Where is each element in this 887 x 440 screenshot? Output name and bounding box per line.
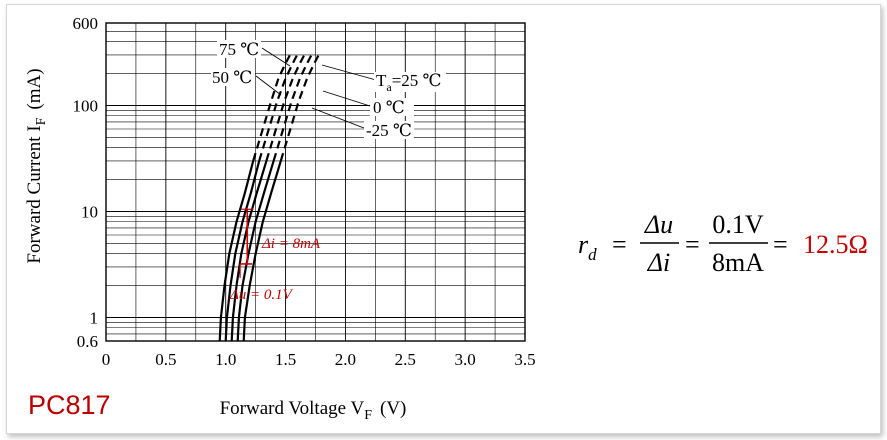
x-tick-label: 2.0	[335, 350, 356, 369]
label-bg-25c	[374, 72, 446, 92]
leader-75c	[261, 47, 291, 67]
formula: rd = Δu Δi = 0.1V 8mA = 12.5Ω	[578, 210, 868, 277]
formula-frac2-num: 0.1V	[712, 210, 764, 239]
grid	[106, 23, 525, 342]
delta-u-label: Δu = 0.1V	[229, 287, 294, 303]
formula-eq-2: =	[685, 230, 700, 259]
curve-dashed-0	[252, 51, 293, 162]
x-tick-label: 3.5	[514, 350, 535, 369]
y-axis-title: Forward Current IF(mA)	[24, 68, 49, 263]
formula-eq-1: =	[612, 230, 627, 259]
series-label-0c: 0 ℃	[373, 98, 405, 117]
series-label-m25c: -25 ℃	[366, 121, 412, 140]
y-tick-label: 10	[81, 202, 98, 221]
delta-annotations	[239, 208, 254, 278]
x-tick-label: 3.0	[455, 350, 476, 369]
formula-eq-3: =	[773, 230, 788, 259]
series-label-ta: Ta=25 ℃	[376, 71, 442, 94]
label-bg-75c	[217, 40, 261, 58]
y-tick-label: 1	[90, 308, 99, 327]
curve-dashed-3	[272, 51, 315, 162]
leader-m25c	[311, 107, 365, 129]
curve-dashed-4	[279, 51, 322, 162]
y-tick-label: 0.6	[77, 332, 98, 351]
series-label-75c: 75 ℃	[219, 40, 259, 59]
curve-dashed-2	[265, 51, 307, 162]
leader-0c	[322, 90, 371, 107]
delta-i-label: Δi = 8mA	[261, 236, 321, 252]
x-tick-label: 0	[102, 350, 111, 369]
formula-frac2-den: 8mA	[712, 248, 764, 277]
leader-50c	[255, 75, 282, 96]
y-tick-label: 600	[73, 14, 99, 33]
label-bg-m25c	[364, 121, 414, 139]
tick-labels: 0 0.5 1.0 1.5 2.0 2.5 3.0 3.5 0.6 1 10 100 600	[73, 14, 536, 369]
formula-result: 12.5Ω	[803, 230, 868, 259]
y-tick-label: 100	[73, 96, 99, 115]
curves	[218, 51, 322, 342]
formula-frac1-den: Δi	[647, 248, 670, 277]
label-bg-0c	[370, 98, 414, 116]
x-tick-label: 0.5	[155, 350, 176, 369]
curve-solid-2	[230, 160, 268, 342]
formula-lhs: rd	[578, 230, 597, 264]
series-label-50c: 50 ℃	[212, 68, 252, 87]
label-bg-50c	[211, 68, 255, 86]
curve-solid-1	[224, 160, 261, 342]
part-number-label: PC817	[28, 390, 111, 420]
leader-25c	[321, 64, 377, 81]
x-tick-label: 1.0	[215, 350, 236, 369]
x-axis-title: Forward Voltage VF (V)	[220, 398, 407, 423]
plot-border	[105, 22, 526, 342]
formula-frac1-num: Δu	[644, 210, 673, 239]
curve-solid-4	[242, 160, 282, 342]
x-tick-label: 1.5	[275, 350, 296, 369]
curve-solid-3	[236, 160, 275, 342]
series-labels	[255, 47, 377, 129]
curve-solid-0	[218, 160, 255, 342]
x-tick-label: 2.5	[395, 350, 416, 369]
curve-dashed-1	[258, 51, 300, 162]
